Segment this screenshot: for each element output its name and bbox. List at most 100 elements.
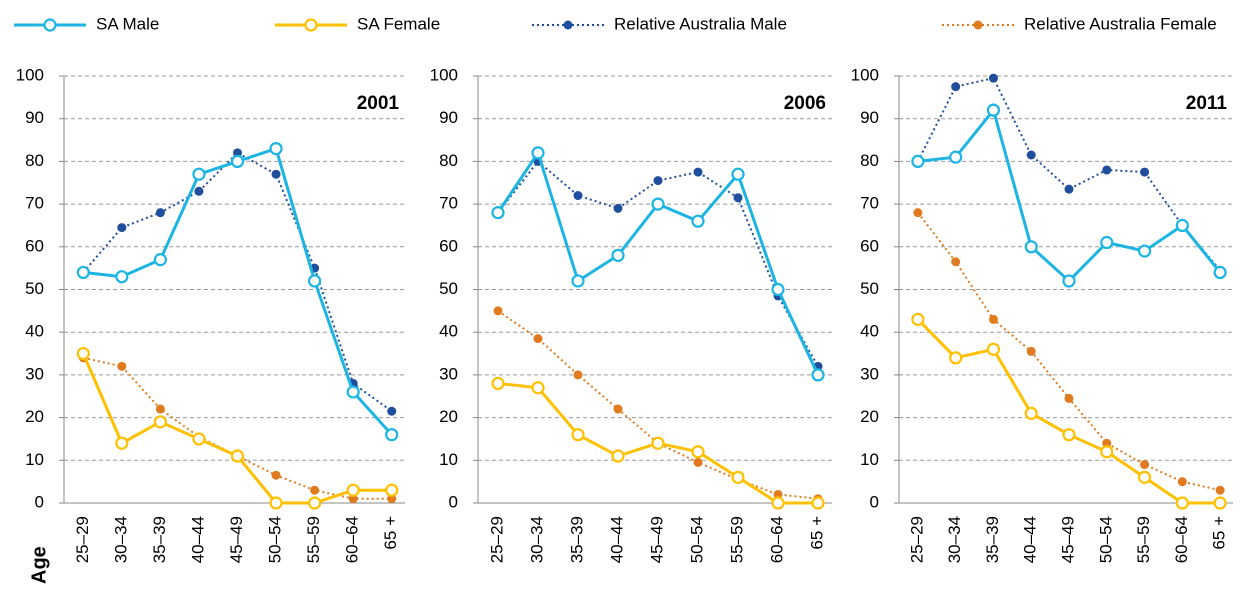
point	[731, 470, 745, 484]
point	[153, 253, 167, 267]
point	[986, 103, 1001, 117]
point	[192, 432, 206, 446]
x-tick-label: 35–39	[567, 516, 586, 563]
x-tick-label: 40–44	[1021, 516, 1040, 563]
point	[271, 470, 281, 480]
y-tick-label: 10	[439, 450, 458, 469]
y-tick-label: 30	[439, 364, 458, 383]
point	[731, 167, 745, 181]
series-line	[82, 151, 393, 413]
point	[1213, 496, 1227, 510]
point	[951, 82, 961, 92]
point	[76, 346, 90, 361]
point	[115, 436, 129, 450]
point	[1064, 393, 1074, 403]
point	[346, 483, 360, 497]
point	[269, 141, 283, 156]
y-tick-label: 70	[860, 194, 879, 213]
point	[571, 274, 585, 288]
point	[773, 489, 783, 499]
point	[1140, 460, 1150, 470]
point	[911, 154, 925, 168]
point	[988, 73, 998, 83]
legend-label: Relative Australia Female	[1024, 14, 1217, 33]
y-tick-label: 50	[25, 279, 44, 298]
series-line	[83, 356, 392, 500]
point	[387, 406, 397, 416]
point	[693, 457, 703, 467]
point	[233, 148, 242, 158]
panel-title: 2001	[357, 93, 400, 114]
point	[531, 146, 545, 160]
point	[1024, 240, 1038, 254]
point	[951, 257, 961, 267]
point	[949, 351, 963, 365]
point	[385, 428, 399, 442]
y-tick-label: 30	[860, 364, 879, 383]
point	[771, 496, 785, 510]
y-tick-label: 20	[860, 407, 879, 426]
point	[230, 154, 245, 168]
point	[611, 248, 625, 262]
point	[155, 208, 165, 218]
series-line	[917, 106, 1222, 284]
y-tick-label: 80	[860, 151, 879, 170]
y-tick-label: 70	[439, 194, 458, 213]
point	[308, 496, 322, 510]
x-tick-label: 50–54	[1096, 516, 1115, 563]
point	[811, 368, 825, 382]
legend-label: Relative Australia Male	[614, 14, 787, 33]
point	[653, 176, 663, 186]
x-tick-label: 30–34	[945, 516, 964, 563]
point	[1102, 165, 1112, 175]
point	[387, 494, 397, 504]
panel-title: 2006	[784, 93, 826, 114]
x-tick-label: 60–64	[1172, 516, 1191, 563]
point	[1102, 438, 1112, 448]
point	[192, 167, 206, 181]
point	[1100, 445, 1114, 459]
x-tick-label: 40–44	[188, 516, 207, 563]
y-tick-label: 100	[430, 65, 458, 84]
series-line	[916, 76, 1221, 271]
point	[1215, 485, 1225, 495]
point	[1140, 167, 1150, 177]
point	[153, 415, 167, 429]
x-tick-label: 25–29	[907, 516, 926, 563]
point	[573, 370, 583, 380]
x-tick-label: 45–49	[227, 516, 246, 563]
y-tick-label: 80	[439, 151, 458, 170]
point	[613, 203, 623, 213]
y-tick-label: 90	[860, 108, 879, 127]
point	[115, 270, 129, 284]
point	[691, 214, 705, 228]
series-line	[496, 149, 820, 376]
x-tick-label: 50–54	[266, 516, 285, 563]
x-tick-label: 65 +	[381, 516, 400, 550]
y-tick-label: 10	[25, 450, 44, 469]
point	[1177, 477, 1187, 487]
y-tick-label: 50	[439, 279, 458, 298]
y-tick-label: 60	[25, 236, 44, 255]
x-tick-label: 55–59	[727, 516, 746, 563]
y-tick-label: 50	[860, 279, 879, 298]
x-tick-label: 65 +	[1210, 516, 1229, 550]
point	[194, 186, 204, 196]
y-tick-label: 20	[439, 407, 458, 426]
x-tick-label: 55–59	[304, 516, 323, 563]
y-tick-label: 0	[449, 492, 458, 511]
legend-label: SA Female	[357, 14, 440, 33]
y-tick-label: 40	[860, 322, 879, 341]
point	[346, 385, 360, 399]
y-tick-label: 10	[860, 450, 879, 469]
point	[531, 381, 545, 395]
y-tick-label: 40	[439, 322, 458, 341]
point	[651, 436, 665, 450]
point	[1175, 218, 1189, 233]
legend-label: SA Male	[96, 14, 159, 33]
point	[155, 404, 165, 414]
y-tick-label: 80	[25, 151, 44, 170]
point	[1137, 244, 1152, 258]
point	[988, 314, 998, 324]
